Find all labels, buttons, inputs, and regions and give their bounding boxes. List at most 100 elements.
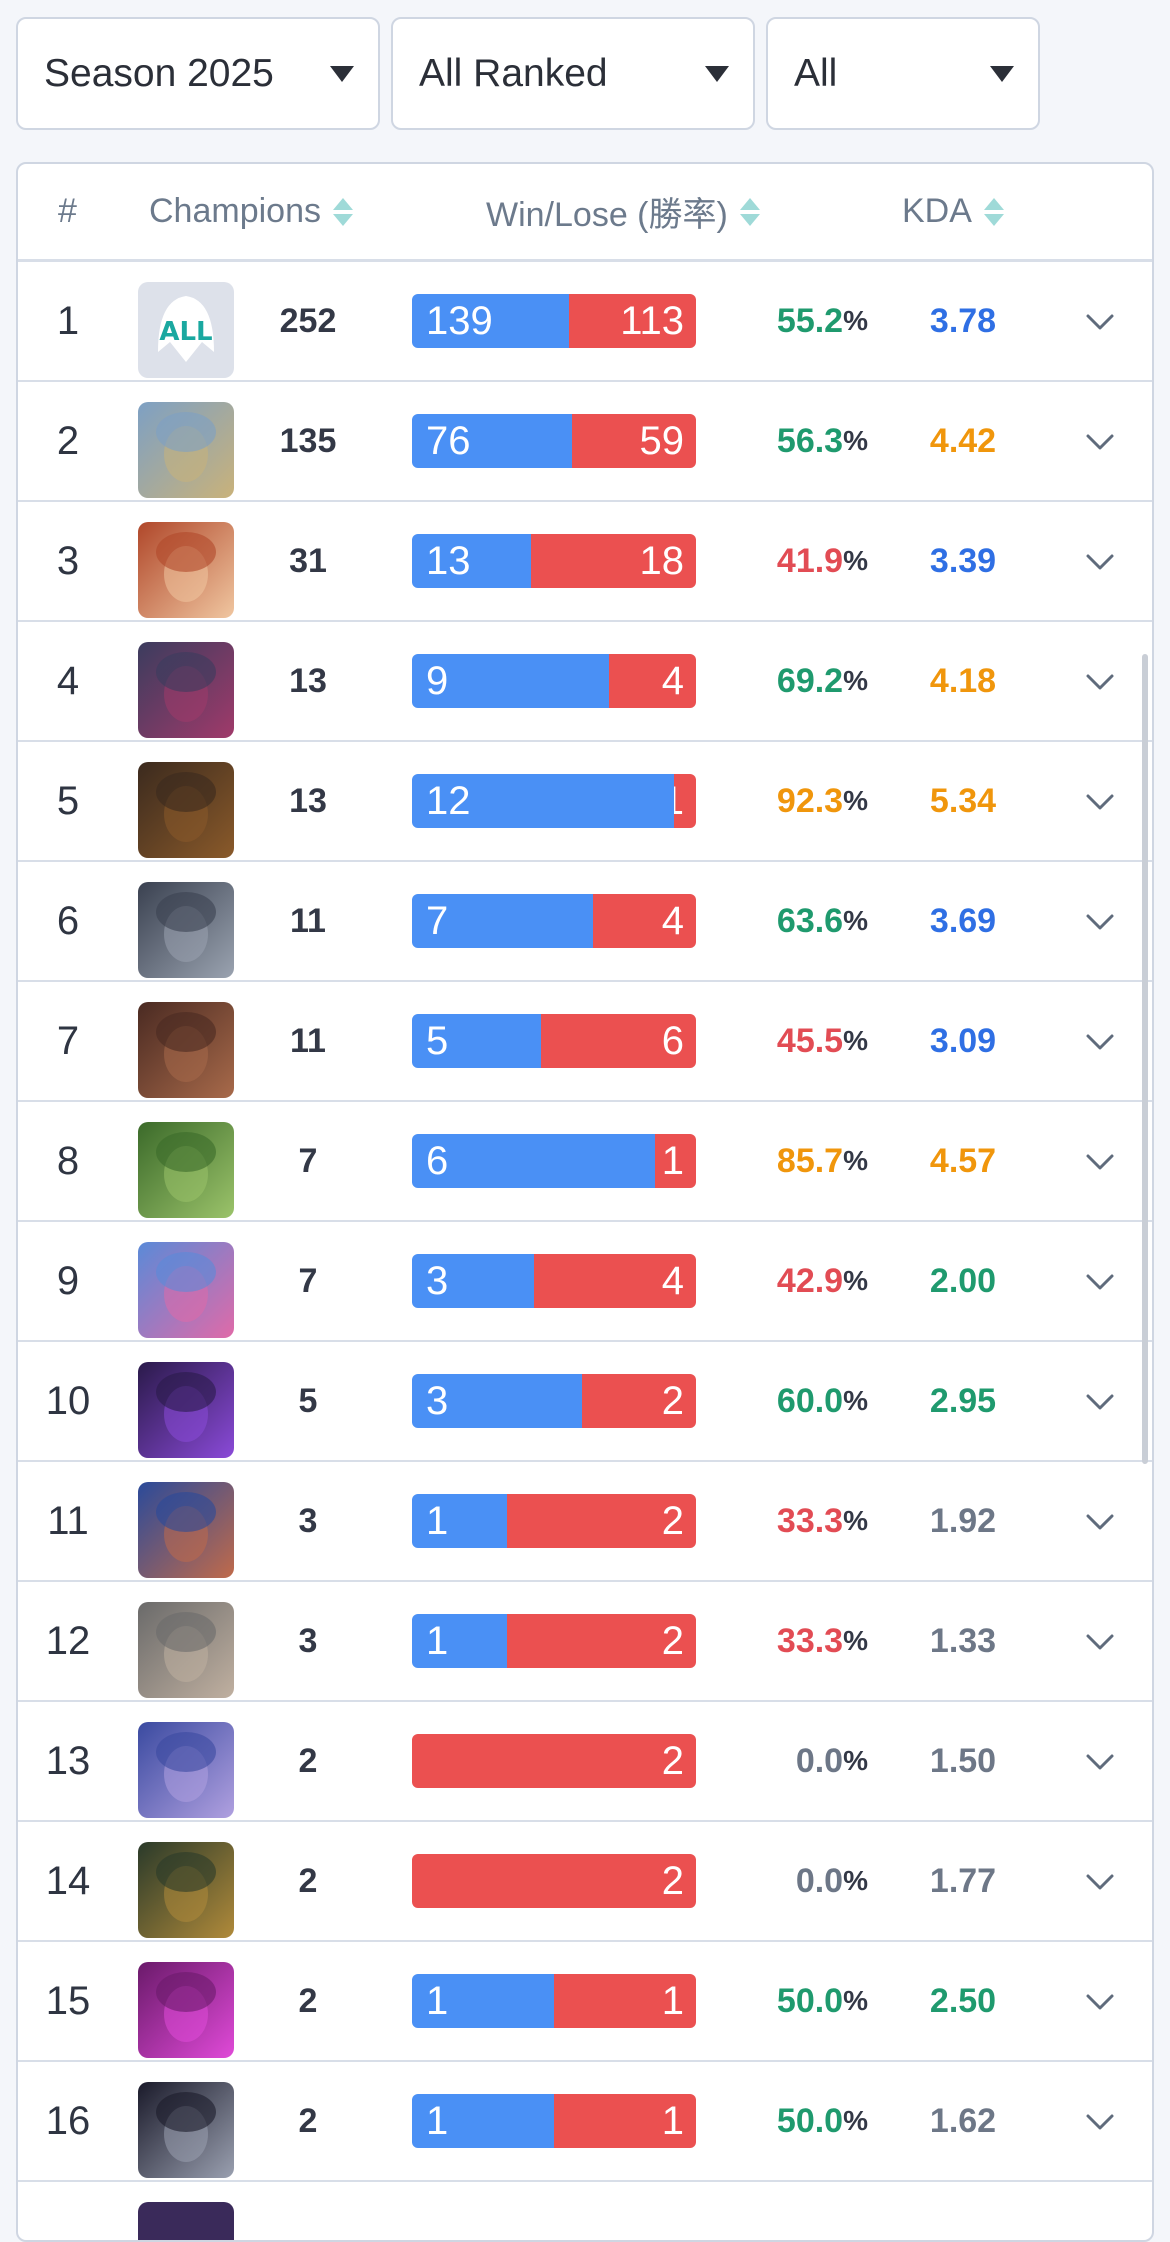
kda-value: 1.62 bbox=[929, 2101, 997, 2140]
table-row[interactable]: 14 2 2 0.0% 1.77 bbox=[18, 1822, 1152, 1942]
champion-white-haired-icon[interactable] bbox=[138, 1602, 234, 1698]
champion-steel-helmet-icon[interactable] bbox=[138, 882, 234, 978]
chevron-down-icon[interactable] bbox=[1080, 2102, 1120, 2142]
queue-select[interactable]: All Ranked bbox=[391, 17, 755, 130]
champion-void-creature-icon[interactable] bbox=[138, 642, 234, 738]
losses-segment: 2 bbox=[582, 1374, 696, 1428]
table-row[interactable]: 9 7 3 4 42.9% 2.00 bbox=[18, 1222, 1152, 1342]
games-played: 11 bbox=[290, 901, 326, 940]
table-row[interactable]: 15 2 1 1 50.0% 2.50 bbox=[18, 1942, 1152, 2062]
losses-segment: 4 bbox=[609, 654, 696, 708]
champion-grey-mask-icon[interactable] bbox=[138, 2082, 234, 2178]
chevron-down-icon[interactable] bbox=[1080, 902, 1120, 942]
losses-segment: 2 bbox=[507, 1614, 696, 1668]
chevron-down-icon[interactable] bbox=[1080, 1262, 1120, 1302]
table-row[interactable]: 10 5 3 2 60.0% 2.95 bbox=[18, 1342, 1152, 1462]
kda-value: 1.92 bbox=[929, 1501, 997, 1540]
table-row[interactable]: 6 11 7 4 63.6% 3.69 bbox=[18, 862, 1152, 982]
champion-blue-moon-icon[interactable] bbox=[138, 1722, 234, 1818]
kda-header-label: KDA bbox=[902, 192, 972, 230]
all-champions-icon[interactable]: ALL bbox=[138, 282, 234, 378]
games-played: 7 bbox=[298, 1141, 318, 1180]
games-played: 11 bbox=[290, 1021, 326, 1060]
percent-sign: % bbox=[843, 1265, 868, 1296]
table-row[interactable]: 3 31 13 18 41.9% 3.39 bbox=[18, 502, 1152, 622]
kda-value: 4.57 bbox=[929, 1141, 997, 1180]
champion-masked-hunter-icon[interactable] bbox=[138, 1842, 234, 1938]
games-played: 5 bbox=[298, 1381, 318, 1420]
wins-segment: 9 bbox=[412, 654, 609, 708]
season-select[interactable]: Season 2025 bbox=[16, 17, 380, 130]
chevron-down-icon[interactable] bbox=[1080, 1622, 1120, 1662]
chevron-down-icon[interactable] bbox=[1080, 1862, 1120, 1902]
table-row[interactable]: 2 135 76 59 56.3% 4.42 bbox=[18, 382, 1152, 502]
chevron-down-icon[interactable] bbox=[1080, 542, 1120, 582]
chevron-down-icon[interactable] bbox=[1080, 1982, 1120, 2022]
rank-number: 10 bbox=[45, 1378, 91, 1423]
rank-number: 16 bbox=[45, 2098, 91, 2143]
kda-header[interactable]: KDA bbox=[902, 192, 1004, 231]
losses-segment: 6 bbox=[541, 1014, 696, 1068]
champion-blue-haired-girl-icon[interactable] bbox=[138, 1242, 234, 1338]
chevron-down-icon[interactable] bbox=[1080, 782, 1120, 822]
win-rate-value: 69.2 bbox=[776, 661, 844, 700]
percent-sign: % bbox=[843, 1745, 868, 1776]
win-rate-value: 0.0 bbox=[795, 1741, 844, 1780]
win-rate-value: 50.0 bbox=[776, 1981, 844, 2020]
losses-segment: 4 bbox=[593, 894, 696, 948]
table-row[interactable]: 8 7 6 1 85.7% 4.57 bbox=[18, 1102, 1152, 1222]
champion-green-mummy-icon[interactable] bbox=[138, 1122, 234, 1218]
games-played: 3 bbox=[298, 1621, 318, 1660]
games-played: 2 bbox=[298, 1741, 318, 1780]
champion-shouting-warrior-icon[interactable] bbox=[138, 1482, 234, 1578]
champion-red-haired-gunner-icon[interactable] bbox=[138, 522, 234, 618]
kda-value: 1.77 bbox=[929, 1861, 997, 1900]
wins-segment: 13 bbox=[412, 534, 531, 588]
wins-segment: 12 bbox=[412, 774, 674, 828]
table-row[interactable]: 7 11 5 6 45.5% 3.09 bbox=[18, 982, 1152, 1102]
table-row[interactable]: 12 3 1 2 33.3% 1.33 bbox=[18, 1582, 1152, 1702]
losses-segment: 2 bbox=[507, 1494, 696, 1548]
champion-armored-knight-icon[interactable] bbox=[138, 402, 234, 498]
table-row[interactable]: 5 13 121 92.3% 5.34 bbox=[18, 742, 1152, 862]
table-row[interactable]: 11 3 1 2 33.3% 1.92 bbox=[18, 1462, 1152, 1582]
chevron-down-icon[interactable] bbox=[1080, 302, 1120, 342]
table-row[interactable]: 13 2 2 0.0% 1.50 bbox=[18, 1702, 1152, 1822]
wins-segment: 1 bbox=[412, 1494, 507, 1548]
champion-pink-magic-icon[interactable] bbox=[138, 1962, 234, 2058]
champion-dark-demon-icon[interactable] bbox=[138, 762, 234, 858]
games-played: 252 bbox=[279, 301, 337, 340]
chevron-down-icon[interactable] bbox=[1080, 1142, 1120, 1182]
champion-stats-table: # Champions Win/Lose (勝率) KDA 1 ALL 252 139… bbox=[16, 162, 1154, 2242]
champions-header[interactable]: Champions bbox=[149, 192, 353, 231]
scrollbar[interactable] bbox=[1142, 654, 1148, 1464]
chevron-down-icon[interactable] bbox=[1080, 662, 1120, 702]
table-row[interactable] bbox=[18, 2182, 1152, 2240]
rank-header: # bbox=[58, 192, 77, 231]
chevron-down-icon[interactable] bbox=[1080, 1382, 1120, 1422]
winlose-header[interactable]: Win/Lose (勝率) bbox=[486, 187, 760, 236]
chevron-down-icon[interactable] bbox=[1080, 1022, 1120, 1062]
table-row[interactable]: 16 2 1 1 50.0% 1.62 bbox=[18, 2062, 1152, 2182]
chevron-down-icon[interactable] bbox=[1080, 1742, 1120, 1782]
winlose-header-label: Win/Lose (勝率) bbox=[486, 196, 728, 234]
percent-sign: % bbox=[843, 1625, 868, 1656]
champion-purple-void-icon[interactable] bbox=[138, 1362, 234, 1458]
percent-sign: % bbox=[843, 1865, 868, 1896]
rank-number: 13 bbox=[45, 1738, 91, 1783]
losses-segment: 2 bbox=[412, 1854, 696, 1908]
role-select[interactable]: All bbox=[766, 17, 1040, 130]
win-rate-value: 33.3 bbox=[776, 1621, 844, 1660]
wins-segment: 3 bbox=[412, 1254, 534, 1308]
chevron-down-icon[interactable] bbox=[1080, 1502, 1120, 1542]
win-rate: 33.3% bbox=[718, 1462, 868, 1580]
table-row[interactable]: 4 13 9 4 69.2% 4.18 bbox=[18, 622, 1152, 742]
chevron-down-icon[interactable] bbox=[1080, 422, 1120, 462]
champion-partial-icon[interactable] bbox=[138, 2202, 234, 2240]
table-row[interactable]: 1 ALL 252 139 113 55.2% 3.78 bbox=[18, 262, 1152, 382]
champion-dark-skinned-hero-icon[interactable] bbox=[138, 1002, 234, 1098]
